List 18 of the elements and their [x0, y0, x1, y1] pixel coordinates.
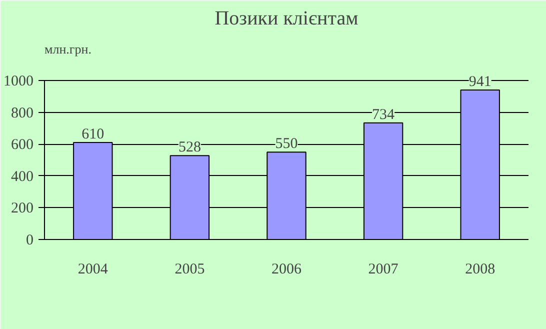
data-label: 734	[372, 106, 396, 123]
data-label: 528	[178, 140, 201, 156]
chart-title: Позики клієнтам	[214, 8, 359, 30]
x-tick-label: 2006	[272, 262, 302, 278]
x-tick-label: 2008	[465, 262, 496, 278]
y-tick-label: 1000	[4, 74, 34, 90]
data-label: 610	[82, 126, 104, 143]
data-label: 550	[275, 136, 298, 152]
x-tick-label: 2004	[78, 262, 108, 278]
y-tick-label: 400	[11, 168, 34, 185]
y-axis-title: млн.грн.	[44, 42, 92, 56]
x-tick-label: 2005	[174, 262, 205, 278]
data-label: 941	[468, 74, 492, 90]
y-tick-label: 800	[11, 105, 34, 122]
y-tick-label: 200	[11, 200, 34, 217]
y-tick-label: 600	[11, 137, 34, 154]
x-tick-label: 2007	[368, 262, 399, 278]
y-tick-label: 0	[26, 232, 34, 248]
